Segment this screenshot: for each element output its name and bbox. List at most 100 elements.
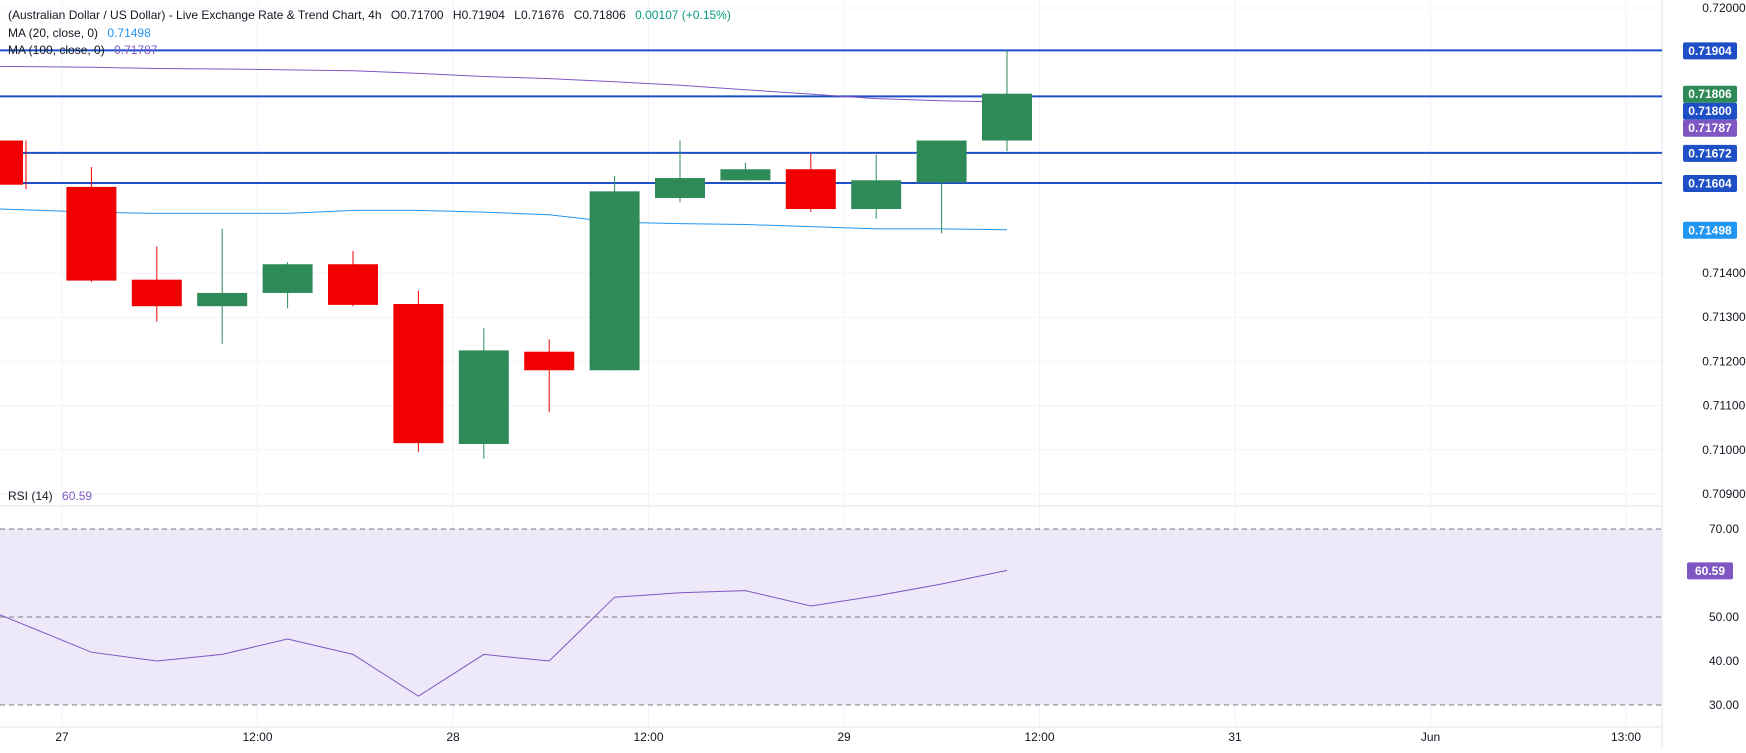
candle-body [916,140,967,183]
time-tick-label: 29 [837,730,851,744]
price-label-text: 0.71787 [1688,121,1732,135]
time-tick-label: 28 [446,730,460,744]
price-label-text: 0.71800 [1688,104,1732,118]
high-value: H0.71904 [452,8,505,22]
price-label-tag: 0.71787 [1683,119,1737,137]
time-tick-label: 31 [1228,730,1242,744]
rsi-value-tag: 60.59 [1687,562,1733,580]
candle [131,246,182,322]
candle [524,339,575,413]
candle [720,162,771,181]
horizontal-price-lines [0,49,1662,184]
rsi-value-text: 60.59 [1695,564,1725,578]
open-value: O0.71700 [390,8,444,22]
candle [458,328,509,459]
candle-body [589,191,640,371]
candle-body [262,264,313,293]
candle-body [524,351,575,371]
change-value: 0.00107 (+0.15%) [635,8,731,22]
close-value: C0.71806 [573,8,626,22]
candle-body [131,279,182,307]
price-label-tag: 0.71604 [1683,174,1737,192]
candle-body [66,186,117,281]
price-tick-label: 0.71200 [1702,354,1746,368]
price-label-tag: 0.71904 [1683,42,1737,60]
candle [589,175,640,371]
candle [916,140,967,234]
candle-body [785,169,836,210]
ma100-line [0,65,1008,103]
price-label-bg [1683,102,1737,120]
candle [197,228,248,344]
rsi-tick-label: 40.00 [1709,654,1739,668]
rsi-label: RSI (14) [8,489,53,503]
time-axis: 27 12:00 28 12:00 29 12:00 31 Jun 13:00 [55,730,1641,744]
price-tick-label: 0.72000 [1702,1,1746,15]
time-tick-label: 12:00 [633,730,663,744]
price-tick-label: 0.70900 [1702,487,1746,501]
candle [393,290,444,452]
symbol-legend[interactable]: (Australian Dollar / US Dollar) - Live E… [8,7,737,23]
candle-body [720,169,771,181]
rsi-tick-label: 70.00 [1709,522,1739,536]
symbol-title: (Australian Dollar / US Dollar) - Live E… [8,8,382,22]
ma20-value: 0.71498 [107,26,151,40]
ma20-label: MA (20, close, 0) [8,26,99,40]
price-label-bg [1683,174,1737,192]
ma20-line [0,208,1008,231]
time-tick-label: Jun [1421,730,1440,744]
ma100-legend[interactable]: MA (100, close, 0) 0.71787 [8,42,163,58]
rsi-line [0,569,1008,697]
candle-body [328,264,378,305]
price-label-text: 0.71498 [1688,223,1732,237]
ma20-legend[interactable]: MA (20, close, 0) 0.71498 [8,25,157,41]
price-label-text: 0.71604 [1688,176,1732,190]
price-label-tag: 0.71806 [1683,85,1737,103]
rsi-tick-label: 50.00 [1709,610,1739,624]
candle [851,154,902,219]
rsi-value: 60.59 [62,489,93,503]
candle [262,262,313,309]
rsi-value-bg [1687,562,1733,580]
candle [0,140,27,190]
low-value: L0.71676 [514,8,565,22]
price-label-tag: 0.71498 [1683,221,1737,239]
price-label-tag: 0.71672 [1683,144,1737,162]
candle [328,250,378,307]
price-label-text: 0.71904 [1688,44,1732,58]
candle-body [982,93,1032,141]
candle-body [0,140,23,185]
price-tick-label: 0.71300 [1702,310,1746,324]
price-axis: 0.72000 0.71400 0.71300 0.71200 0.71100 0.710… [1683,1,1746,712]
price-label-bg [1683,42,1737,60]
time-tick-label: 13:00 [1611,730,1641,744]
candle-body [197,292,248,307]
candle-body [655,178,705,198]
price-label-bg [1683,85,1737,103]
moving-averages [0,65,1008,231]
price-label-text: 0.71806 [1688,87,1732,101]
time-tick-label: 12:00 [242,730,272,744]
price-tick-label: 0.71100 [1703,399,1746,413]
price-label-bg [1683,144,1737,162]
candle [982,50,1032,152]
candlesticks [0,50,1032,459]
rsi-tick-label: 30.00 [1709,698,1739,712]
rsi-legend[interactable]: RSI (14) 60.59 [8,488,98,504]
time-tick-label: 27 [55,730,69,744]
ma100-value: 0.71787 [114,43,158,57]
ma100-label: MA (100, close, 0) [8,43,105,57]
rsi-pane [0,528,1662,706]
candle-body [393,303,444,444]
candle-body [458,350,509,445]
time-tick-label: 12:00 [1024,730,1054,744]
candle [66,167,117,282]
candle [655,140,705,203]
price-label-tag: 0.71800 [1683,102,1737,120]
price-label-text: 0.71672 [1688,146,1732,160]
candle [785,153,836,213]
price-tick-label: 0.71000 [1702,443,1746,457]
candle-body [851,180,902,210]
